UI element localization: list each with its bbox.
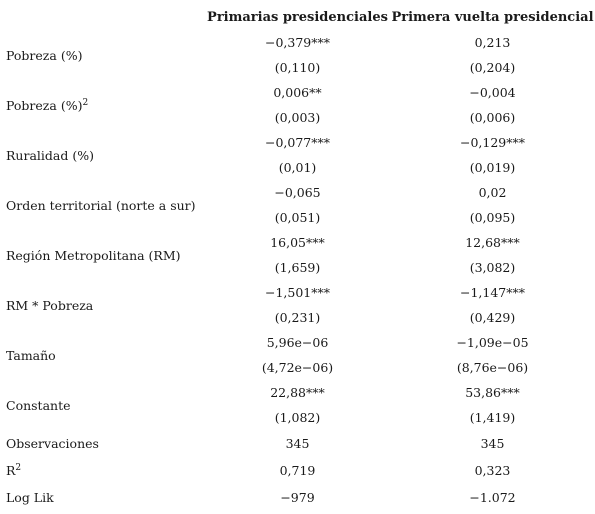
stat-row: Log Lik −979 −1.072 (0, 484, 595, 511)
coefficient-cell: −0,129*** (459, 135, 525, 150)
table-row: (4,72e−06) (8,76e−06) (0, 355, 595, 380)
stat-row: R2 0,719 0,323 (0, 457, 595, 484)
coefficient-cell: 0,02 (478, 185, 507, 200)
coefficient-cell: −1,09e−05 (456, 335, 529, 350)
table-row: Constante 22,88*** 53,86*** (0, 380, 595, 413)
row-label: Observaciones (6, 436, 99, 451)
header-row: Primarias presidenciales Primera vuelta … (0, 4, 595, 30)
coefficient-cell: −1,147*** (459, 285, 525, 300)
table-row: Ruralidad (%) −0,077*** −0,129*** (0, 130, 595, 163)
std-error-cell: (0,110) (274, 60, 321, 75)
std-error-cell: (0,003) (274, 110, 321, 125)
regression-table: Primarias presidenciales Primera vuelta … (0, 4, 595, 511)
table-row: (0,003) (0,006) (0, 105, 595, 130)
row-label: Orden territorial (norte a sur) (6, 197, 196, 213)
row-label-cell: Orden territorial (norte a sur) (0, 180, 205, 230)
std-error-cell: (0,006) (469, 110, 516, 125)
table-row: Orden territorial (norte a sur) −0,065 0,0… (0, 180, 595, 213)
coefficient-cell: 0,006** (273, 85, 322, 100)
row-label: Constante (6, 397, 71, 413)
table-row: Tamaño 5,96e−06 −1,09e−05 (0, 330, 595, 363)
row-label: Ruralidad (%) (6, 147, 94, 163)
row-label-cell: R2 (0, 457, 205, 484)
row-label-superscript: 2 (15, 462, 22, 473)
coefficient-cell: 5,96e−06 (266, 335, 329, 350)
coefficient-cell: 53,86*** (465, 385, 520, 400)
coefficient-cell: −0,379*** (264, 35, 330, 50)
table-body: Pobreza (%) −0,379*** 0,213 (0,110) (0,204) P… (0, 30, 595, 511)
table-row: Pobreza (%) −0,379*** 0,213 (0, 30, 595, 63)
std-error-cell: (1,659) (274, 260, 321, 275)
table-row: RM * Pobreza −1,501*** −1,147*** (0, 280, 595, 313)
table-row: (0,01) (0,019) (0, 155, 595, 180)
coefficient-cell: 12,68*** (465, 235, 520, 250)
std-error-cell: (1,082) (274, 410, 321, 425)
std-error-cell: (0,095) (469, 210, 516, 225)
row-label: Pobreza (%) (6, 47, 83, 63)
stat-value-cell: −979 (280, 490, 315, 505)
stat-value-cell: −1.072 (469, 490, 516, 505)
row-label: RM * Pobreza (6, 297, 94, 313)
row-label-cell: RM * Pobreza (0, 280, 205, 330)
stat-value-cell: 345 (285, 436, 310, 451)
stat-row: Observaciones 345 345 (0, 430, 595, 457)
row-label-cell: Log Lik (0, 484, 205, 511)
stat-value-cell: 0,719 (279, 463, 316, 478)
column-header: Primera vuelta presidencial (391, 9, 594, 25)
row-label: Tamaño (6, 347, 56, 363)
coefficient-cell: 22,88*** (270, 385, 325, 400)
std-error-cell: (0,019) (469, 160, 516, 175)
coefficient-cell: −0,065 (274, 185, 321, 200)
stat-value-cell: 345 (480, 436, 505, 451)
table-row: (0,231) (0,429) (0, 305, 595, 330)
row-label-cell: Observaciones (0, 430, 205, 457)
coefficient-cell: −0,004 (469, 85, 516, 100)
std-error-cell: (0,01) (278, 160, 317, 175)
stat-value-cell: 0,323 (474, 463, 511, 478)
std-error-cell: (8,76e−06) (456, 360, 529, 375)
coefficient-cell: 16,05*** (270, 235, 325, 250)
row-label: Log Lik (6, 490, 54, 505)
coefficient-cell: 0,213 (474, 35, 511, 50)
coefficient-cell: −1,501*** (264, 285, 330, 300)
coefficient-cell: −0,077*** (264, 135, 330, 150)
std-error-cell: (3,082) (469, 260, 516, 275)
table-row: Región Metropolitana (RM) 16,05*** 12,68**… (0, 230, 595, 263)
std-error-cell: (4,72e−06) (261, 360, 334, 375)
table-row: Pobreza (%)2 0,006** −0,004 (0, 80, 595, 113)
table-row: (0,110) (0,204) (0, 55, 595, 80)
table-row: (0,051) (0,095) (0, 205, 595, 230)
table-row: (1,659) (3,082) (0, 255, 595, 280)
std-error-cell: (0,429) (469, 310, 516, 325)
row-label-cell: Tamaño (0, 330, 205, 380)
row-label: Pobreza (%) (6, 97, 83, 113)
row-label: Región Metropolitana (RM) (6, 247, 181, 263)
header-blank (0, 4, 205, 30)
row-label: R (6, 463, 16, 478)
row-label-cell: Pobreza (%)2 (0, 80, 205, 130)
std-error-cell: (0,231) (274, 310, 321, 325)
row-label-superscript: 2 (82, 97, 89, 108)
row-label-cell: Constante (0, 380, 205, 430)
row-label-cell: Pobreza (%) (0, 30, 205, 80)
std-error-cell: (0,204) (469, 60, 516, 75)
row-label-cell: Ruralidad (%) (0, 130, 205, 180)
column-header: Primarias presidenciales (207, 9, 388, 25)
std-error-cell: (0,051) (274, 210, 321, 225)
row-label-cell: Región Metropolitana (RM) (0, 230, 205, 280)
std-error-cell: (1,419) (469, 410, 516, 425)
table-row: (1,082) (1,419) (0, 405, 595, 430)
